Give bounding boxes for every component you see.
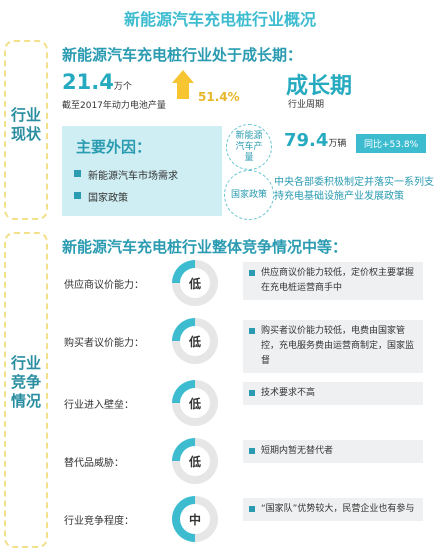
competition-row-label: 替代品威胁：: [64, 458, 124, 469]
battery-value: 21.4: [62, 70, 114, 94]
competition-side-panel: 行业 竞争 情况: [4, 232, 48, 548]
level-donut: 低: [172, 380, 218, 426]
level-value: 低: [180, 268, 210, 298]
competition-row-label: 行业进入壁垒：: [64, 400, 134, 411]
desc-bullet-icon: [249, 506, 255, 512]
desc-bullet-icon: [249, 328, 255, 334]
battery-caption: 截至2017年动力电池产量: [62, 101, 166, 111]
reason-item: 新能源汽车市场需求: [88, 171, 178, 182]
level-value: 中: [180, 504, 210, 534]
level-value: 低: [180, 388, 210, 418]
policy-text: 中央各部委积极制定并落实一系列支持充电基础设施产业发展政策: [274, 177, 434, 202]
competition-side-label: 行业 竞争 情况: [10, 354, 41, 410]
competition-row-desc: 购买者议价能力较低，电费由国家管控，充电服务费由运营商制定，国家监督: [243, 320, 423, 373]
competition-row-label: 行业竞争程度：: [64, 516, 134, 527]
reason-bullet-icon: [74, 192, 81, 199]
status-heading: 新能源汽车充电桩行业处于成长期：: [62, 46, 303, 64]
page-title: 新能源汽车充电桩行业概况: [123, 10, 316, 29]
desc-bullet-icon: [249, 390, 255, 396]
desc-text: 技术要求不高: [261, 388, 316, 398]
ev-production-unit: 万辆: [328, 139, 347, 149]
desc-text: 短期内暂无替代者: [261, 446, 334, 456]
ev-production-value: 79.4: [284, 130, 329, 151]
status-side-label: 行业 现状: [10, 106, 41, 143]
desc-bullet-icon: [249, 448, 255, 454]
competition-heading: 新能源汽车充电桩行业整体竞争情况中等：: [62, 238, 348, 256]
level-value: 低: [180, 446, 210, 476]
level-donut: 低: [172, 260, 218, 306]
level-donut: 低: [172, 318, 218, 364]
reasons-panel: 主要外因： 新能源汽车市场需求 国家政策: [62, 126, 222, 216]
competition-row-label: 供应商议价能力：: [64, 280, 144, 291]
policy-badge: 国家政策: [224, 170, 274, 220]
level-donut: 低: [172, 438, 218, 484]
reasons-title: 主要外因：: [76, 138, 152, 156]
level-donut: 中: [172, 496, 218, 542]
status-side-panel: 行业 现状: [4, 40, 48, 220]
competition-row-desc: “国家队”优势较大，民营企业也有参与: [243, 498, 423, 521]
desc-text: “国家队”优势较大，民营企业也有参与: [261, 504, 415, 514]
growth-arrow-icon: [172, 70, 194, 99]
competition-row-label: 购买者议价能力：: [64, 338, 144, 349]
battery-unit: 万个: [113, 82, 132, 92]
ev-production-badge: 新能源汽车产量: [226, 124, 272, 170]
reason-item: 国家政策: [88, 193, 128, 204]
competition-row-desc: 短期内暂无替代者: [243, 440, 423, 463]
desc-text: 购买者议价能力较低，电费由国家管控，充电服务费由运营商制定，国家监督: [261, 326, 415, 366]
policy-label: 国家政策: [230, 189, 267, 200]
competition-row-desc: 供应商议价能力较低，定价权主要掌握在充电桩运营商手中: [243, 262, 423, 300]
yoy-badge: 同比+53.8%: [356, 134, 427, 153]
growth-percent: 51.4%: [198, 90, 240, 104]
level-value: 低: [180, 326, 210, 356]
stage-value: 成长期: [286, 74, 353, 99]
competition-row-desc: 技术要求不高: [243, 382, 423, 405]
reason-bullet-icon: [74, 170, 81, 177]
ev-production-stat: 79.4万辆: [284, 130, 346, 151]
stage-caption: 行业周期: [288, 100, 325, 110]
desc-text: 供应商议价能力较低，定价权主要掌握在充电桩运营商手中: [261, 268, 415, 293]
desc-bullet-icon: [249, 270, 255, 276]
ev-production-label: 新能源汽车产量: [235, 130, 263, 163]
battery-stat: 21.4万个: [62, 70, 132, 94]
